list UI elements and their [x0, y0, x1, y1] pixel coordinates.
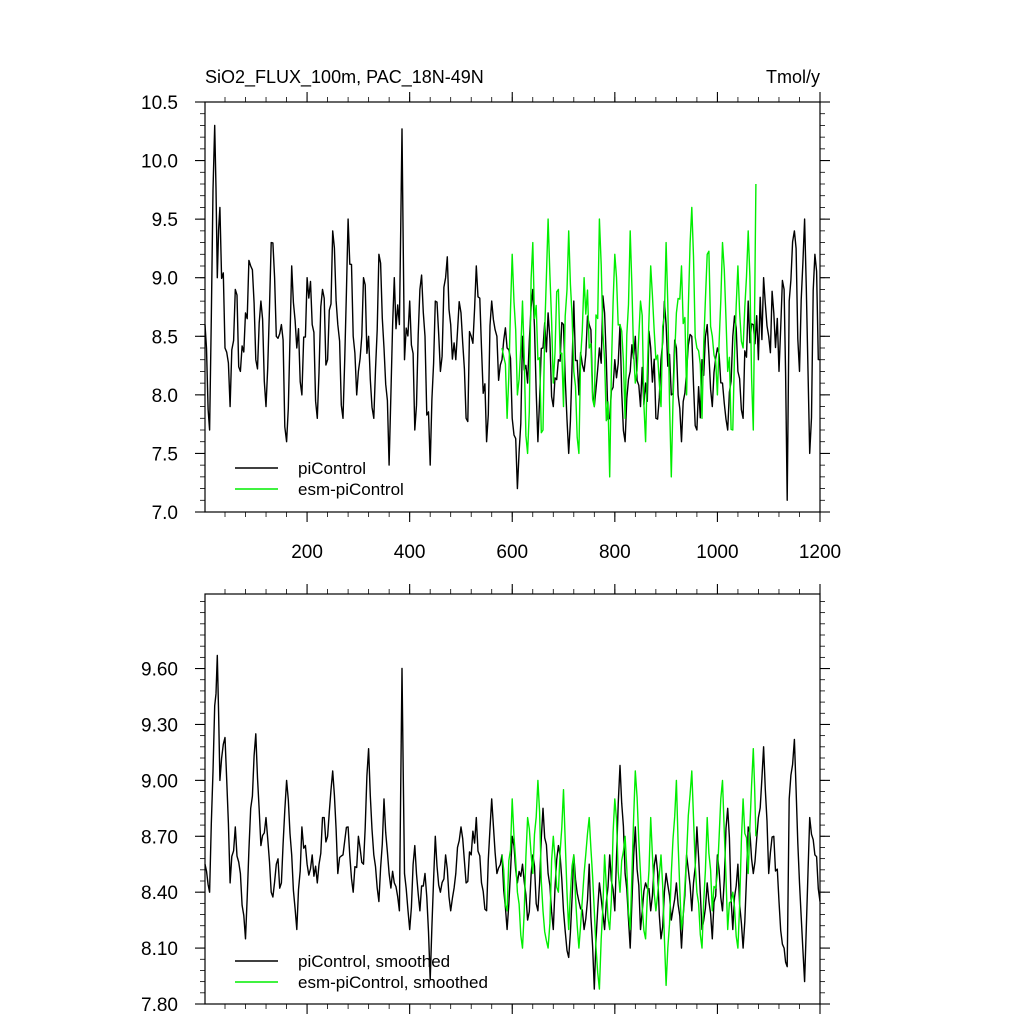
y-tick-label: 9.00	[141, 771, 178, 792]
bottom-axis-ticks: 7.80 8.10 8.40 8.70 9.00 9.30 9.60	[141, 584, 830, 1016]
top-legend: piControl esm-piControl	[235, 459, 404, 499]
y-tick-label: 7.5	[152, 444, 178, 465]
y-tick-label: 9.30	[141, 715, 178, 736]
y-tick-label: 9.0	[152, 269, 178, 290]
y-tick-label: 10.5	[141, 93, 178, 114]
legend-label-picontrol-smoothed: piControl, smoothed	[298, 952, 450, 971]
x-tick-label: 800	[599, 542, 631, 563]
y-tick-label: 8.10	[141, 939, 178, 960]
x-tick-label: 1000	[696, 542, 738, 563]
y-tick-label: 9.5	[152, 210, 178, 231]
y-tick-label: 8.0	[152, 386, 178, 407]
bottom-legend: piControl, smoothed esm-piControl, smoot…	[235, 952, 488, 992]
top-panel: SiO2_FLUX_100m, PAC_18N-49N Tmol/y 7.07.…	[141, 67, 841, 563]
y-tick-label: 9.60	[141, 660, 178, 681]
top-series-lines	[204, 124, 821, 501]
top-plot-frame	[204, 101, 821, 513]
series-line-esm-picontrol	[501, 183, 757, 478]
top-axis-ticks: 7.0 7.5 8.0 8.5 9.0 9.5 10.0 10.5 200 400 600 800 10…	[141, 92, 841, 563]
x-tick-label: 600	[496, 542, 528, 563]
x-tick-label: 200	[291, 542, 323, 563]
legend-label-esm-picontrol-smoothed: esm-piControl, smoothed	[298, 973, 488, 992]
bottom-panel: 7.80 8.10 8.40 8.70 9.00 9.30 9.60 piControl, …	[141, 584, 830, 1016]
x-tick-label: 1200	[799, 542, 841, 563]
y-tick-label: 7.0	[152, 503, 178, 524]
y-tick-label: 8.5	[152, 327, 178, 348]
y-tick-label: 7.80	[141, 995, 178, 1016]
y-tick-label: 8.70	[141, 827, 178, 848]
legend-label-esm-picontrol: esm-piControl	[298, 480, 404, 499]
units-label: Tmol/y	[766, 67, 820, 87]
legend-label-picontrol: piControl	[298, 459, 366, 478]
series-line-picontrol-smoothed	[204, 654, 821, 990]
y-tick-label: 10.0	[141, 152, 178, 173]
y-tick-label: 8.40	[141, 883, 178, 904]
series-line-picontrol	[204, 124, 821, 501]
series-line-esm-picontrol-smoothed	[501, 748, 757, 990]
chart-title: SiO2_FLUX_100m, PAC_18N-49N	[205, 67, 484, 88]
x-tick-label: 400	[394, 542, 426, 563]
bottom-series-lines	[204, 654, 821, 990]
